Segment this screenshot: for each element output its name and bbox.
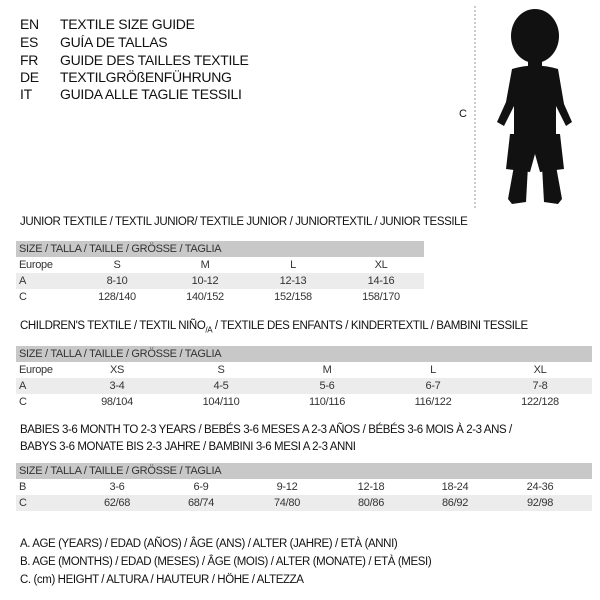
children-title-sub: /A bbox=[205, 325, 213, 335]
table-cell: 68/74 bbox=[187, 497, 215, 509]
table-cell: 98/104 bbox=[101, 396, 133, 408]
row-label: B bbox=[19, 481, 27, 493]
size-header: SIZE / TALLA / TAILLE / GRÖSSE / TAGLIA bbox=[16, 346, 592, 362]
table-cell: XL bbox=[374, 259, 388, 271]
table-cell: 140/152 bbox=[186, 291, 224, 303]
table-cell: L bbox=[430, 364, 436, 376]
table-cell: 110/116 bbox=[308, 396, 346, 408]
table-cell: 104/110 bbox=[202, 396, 240, 408]
table-cell: 9-12 bbox=[276, 481, 298, 493]
size-header: SIZE / TALLA / TAILLE / GRÖSSE / TAGLIA bbox=[16, 241, 424, 257]
lang-code: DE bbox=[20, 69, 39, 85]
lang-title: GUIDE DES TAILLES TEXTILE bbox=[60, 52, 249, 68]
row-label: C bbox=[19, 291, 27, 303]
lang-code: IT bbox=[20, 86, 32, 102]
table-cell: 80/86 bbox=[357, 497, 385, 509]
row-label: C bbox=[19, 396, 27, 408]
babies-title-line2: BABYS 3-6 MONATE BIS 2-3 JAHRE / BAMBINI… bbox=[20, 441, 356, 453]
row-label: C bbox=[19, 497, 27, 509]
table-cell: 10-12 bbox=[191, 275, 219, 287]
table-cell: 8-10 bbox=[106, 275, 128, 287]
table-cell: 6-9 bbox=[193, 481, 209, 493]
table-cell: 7-8 bbox=[532, 380, 548, 392]
lang-title: TEXTILE SIZE GUIDE bbox=[60, 16, 195, 32]
table-cell: 92/98 bbox=[526, 497, 554, 509]
table-row: C 62/68 68/74 74/80 80/86 86/92 92/98 bbox=[16, 495, 592, 511]
children-title-rest: / TEXTILE DES ENFANTS / KINDERTEXTIL / B… bbox=[212, 320, 528, 332]
table-cell: XS bbox=[109, 364, 125, 376]
table-cell: 122/128 bbox=[521, 396, 559, 408]
table-row: A 8-10 10-12 12-13 14-16 bbox=[16, 273, 424, 289]
junior-title: JUNIOR TEXTILE / TEXTIL JUNIOR/ TEXTILE … bbox=[20, 216, 468, 228]
lang-code: FR bbox=[20, 52, 39, 68]
table-cell: 5-6 bbox=[319, 380, 335, 392]
lang-title: GUIDA ALLE TAGLIE TESSILI bbox=[60, 86, 242, 102]
size-header: SIZE / TALLA / TAILLE / GRÖSSE / TAGLIA bbox=[16, 463, 592, 479]
row-label: Europe bbox=[19, 364, 53, 376]
table-cell: 86/92 bbox=[441, 497, 469, 509]
legend-a: A. AGE (YEARS) / EDAD (AÑOS) / ÂGE (ANS)… bbox=[20, 538, 398, 550]
table-cell: M bbox=[322, 364, 332, 376]
row-label: Europe bbox=[19, 259, 53, 271]
table-cell: 158/170 bbox=[362, 291, 400, 303]
babies-title-line1: BABIES 3-6 MONTH TO 2-3 YEARS / BEBÉS 3-… bbox=[20, 424, 512, 436]
table-cell: 18-24 bbox=[441, 481, 469, 493]
table-cell: 24-36 bbox=[526, 481, 554, 493]
children-title-text: CHILDREN'S TEXTILE / TEXTIL NIÑO bbox=[20, 320, 206, 332]
babies-table: SIZE / TALLA / TAILLE / GRÖSSE / TAGLIA B… bbox=[16, 463, 592, 511]
lang-code: EN bbox=[20, 16, 39, 32]
table-cell: 12-18 bbox=[357, 481, 385, 493]
legend-c: C. (cm) HEIGHT / ALTURA / HAUTEUR / HÖHE… bbox=[20, 574, 304, 586]
row-label: A bbox=[19, 275, 27, 287]
table-cell: 116/122 bbox=[414, 396, 452, 408]
junior-table: SIZE / TALLA / TAILLE / GRÖSSE / TAGLIA E… bbox=[16, 241, 424, 305]
lang-title: TEXTILGRÖßENFÜHRUNG bbox=[60, 69, 232, 85]
table-cell: 3-4 bbox=[109, 380, 125, 392]
table-cell: L bbox=[290, 259, 296, 271]
lang-title: GUÍA DE TALLAS bbox=[60, 34, 168, 50]
children-table: SIZE / TALLA / TAILLE / GRÖSSE / TAGLIA E… bbox=[16, 346, 592, 410]
table-cell: 4-5 bbox=[213, 380, 229, 392]
table-cell: S bbox=[217, 364, 225, 376]
table-cell: M bbox=[200, 259, 210, 271]
height-label: C bbox=[459, 108, 467, 120]
table-cell: 3-6 bbox=[109, 481, 125, 493]
table-row: C 98/104 104/110 110/116 116/122 122/128 bbox=[16, 394, 592, 410]
table-row: C 128/140 140/152 152/158 158/170 bbox=[16, 289, 424, 305]
legend-b: B. AGE (MONTHS) / EDAD (MESES) / ÂGE (MO… bbox=[20, 556, 432, 568]
children-title: CHILDREN'S TEXTILE / TEXTIL NIÑO/A / TEX… bbox=[20, 320, 528, 334]
table-cell: 152/158 bbox=[274, 291, 312, 303]
table-cell: 128/140 bbox=[98, 291, 136, 303]
table-cell: XL bbox=[533, 364, 547, 376]
table-row: Europe S M L XL bbox=[16, 257, 424, 273]
table-cell: S bbox=[113, 259, 121, 271]
table-row: B 3-6 6-9 9-12 12-18 18-24 24-36 bbox=[16, 479, 592, 495]
lang-code: ES bbox=[20, 34, 39, 50]
child-silhouette-icon bbox=[474, 6, 572, 208]
row-label: A bbox=[19, 380, 27, 392]
table-cell: 12-13 bbox=[279, 275, 307, 287]
table-cell: 6-7 bbox=[425, 380, 441, 392]
table-cell: 62/68 bbox=[103, 497, 131, 509]
table-row: Europe XS S M L XL bbox=[16, 362, 592, 378]
table-cell: 74/80 bbox=[273, 497, 301, 509]
table-row: A 3-4 4-5 5-6 6-7 7-8 bbox=[16, 378, 592, 394]
table-cell: 14-16 bbox=[367, 275, 395, 287]
